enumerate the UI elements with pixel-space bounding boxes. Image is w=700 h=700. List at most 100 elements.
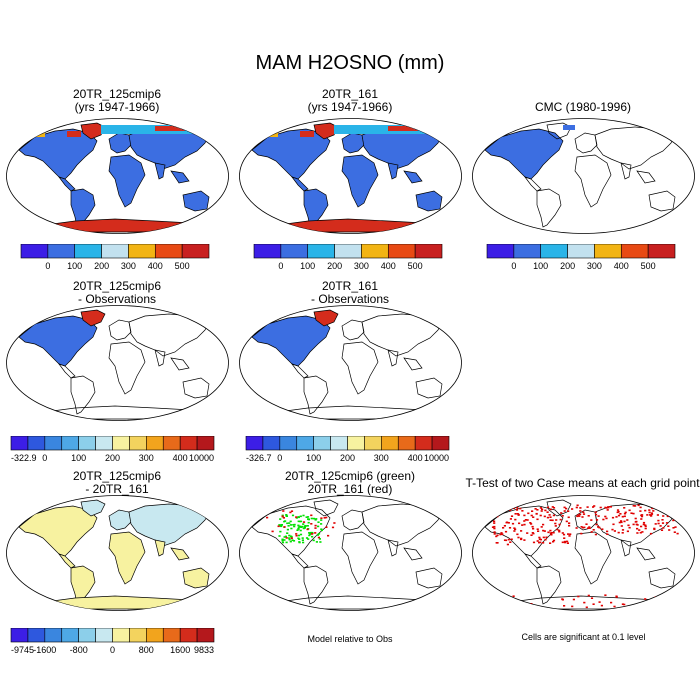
- continent-africa: [108, 531, 146, 585]
- colorbar-swatch: [27, 628, 46, 643]
- panel-title-line2: 20TR_161 (red): [307, 482, 393, 496]
- continent-australia: [415, 377, 443, 399]
- sig-cell: [562, 533, 566, 536]
- sig-cell: [634, 517, 637, 520]
- sig-cell: [615, 516, 618, 518]
- sig-cell: [558, 523, 561, 526]
- panel-title-line2: - Observations: [77, 292, 157, 306]
- continent-southAmerica: [303, 188, 329, 228]
- sig-cell: [676, 532, 679, 535]
- panel-title-p5: 20TR_161 - Observations: [260, 280, 440, 306]
- sig-cell: [672, 519, 675, 522]
- sig-cell: [564, 541, 567, 544]
- sig-cell: [290, 527, 293, 530]
- sig-cell: [549, 516, 552, 518]
- sig-cell: [507, 522, 510, 524]
- sig-cell: [288, 538, 291, 541]
- colorbar-label: 0: [45, 261, 50, 271]
- panel-title-line1: 20TR_161: [321, 279, 379, 293]
- colorbar-label: 400: [408, 453, 423, 463]
- panel-title-line1: 20TR_161: [321, 87, 379, 101]
- sig-cell: [315, 518, 318, 520]
- sig-cell: [587, 594, 590, 597]
- sig-cell: [670, 509, 673, 511]
- colorbar-swatch: [154, 244, 183, 259]
- continent-southAmerica: [536, 565, 562, 605]
- sig-cell: [604, 515, 607, 518]
- sig-cell: [531, 525, 534, 528]
- sig-cell: [575, 506, 578, 509]
- sig-cell: [590, 519, 593, 521]
- colorbar-label: 10000: [424, 453, 449, 463]
- colorbar-swatch: [162, 628, 181, 643]
- sig-cell: [623, 512, 627, 515]
- colorbar-swatch: [112, 436, 130, 451]
- sig-cell: [314, 519, 317, 521]
- sig-cell: [539, 514, 542, 517]
- sig-cell: [546, 516, 549, 519]
- colorbar-label: 300: [121, 261, 136, 271]
- sig-cell: [563, 605, 566, 607]
- continent-europe: [341, 509, 365, 531]
- sig-cell: [579, 510, 582, 512]
- sig-cell: [503, 525, 506, 527]
- colorbar-swatch: [196, 436, 215, 451]
- sig-cell: [626, 530, 629, 533]
- colorbar-swatch: [129, 628, 147, 643]
- continent-centralAmerica: [291, 553, 309, 569]
- sig-cell: [316, 534, 319, 536]
- sig-cell: [636, 527, 639, 530]
- figure-title: MAM H2OSNO (mm): [255, 52, 445, 74]
- sig-cell: [499, 533, 502, 536]
- colorbar-swatch: [567, 244, 595, 259]
- sig-cell: [286, 528, 289, 531]
- sig-cell: [281, 515, 284, 518]
- sig-cell: [289, 524, 292, 526]
- sig-cell: [654, 523, 657, 525]
- colorbar-swatch: [253, 244, 282, 259]
- sig-cell: [607, 506, 610, 508]
- sig-cell: [566, 540, 569, 543]
- sig-cell: [632, 523, 635, 526]
- sig-cell: [531, 510, 534, 512]
- continent-india: [154, 162, 166, 180]
- sig-cell: [544, 538, 547, 541]
- sig-cell: [279, 518, 282, 520]
- sig-cell: [285, 541, 288, 544]
- sig-cell: [285, 515, 288, 517]
- continent-asia: [128, 503, 210, 547]
- panel-title-line1: T-Test of two Case means at each grid po…: [465, 476, 700, 490]
- sig-cell: [320, 519, 323, 521]
- sig-cell: [590, 597, 594, 599]
- sig-cell: [593, 505, 596, 507]
- continent-greenland: [80, 309, 106, 327]
- continent-greenland: [313, 122, 339, 140]
- colorbar-label: 300: [587, 261, 602, 271]
- colorbar-swatch: [10, 436, 29, 451]
- colorbar-p6: -9745 -1600 -800 0 800 1600 9833: [10, 628, 215, 655]
- sig-cell: [616, 509, 620, 511]
- snow-band-red: [388, 126, 418, 131]
- sig-cell: [670, 510, 673, 513]
- sig-cell: [660, 529, 664, 531]
- colorbar-swatch: [347, 436, 365, 451]
- sig-cell: [620, 520, 623, 522]
- sig-cell: [305, 516, 308, 518]
- sig-cell: [554, 525, 557, 527]
- colorbar-swatch: [334, 244, 362, 259]
- continent-centralAmerica: [58, 363, 76, 379]
- colorbar-swatch: [620, 244, 649, 259]
- sig-cell: [506, 543, 509, 546]
- sig-cell: [307, 521, 310, 524]
- sig-cell: [642, 521, 646, 524]
- sig-cell: [298, 538, 301, 540]
- sig-cell: [597, 515, 600, 517]
- sig-cell: [594, 511, 597, 513]
- continent-africa: [108, 154, 146, 208]
- colorbar-swatch: [364, 436, 382, 451]
- sig-red: [266, 510, 336, 539]
- sig-cell: [302, 521, 306, 523]
- sig-cell: [561, 532, 564, 534]
- sig-cell: [617, 510, 620, 513]
- sig-cell: [657, 519, 660, 522]
